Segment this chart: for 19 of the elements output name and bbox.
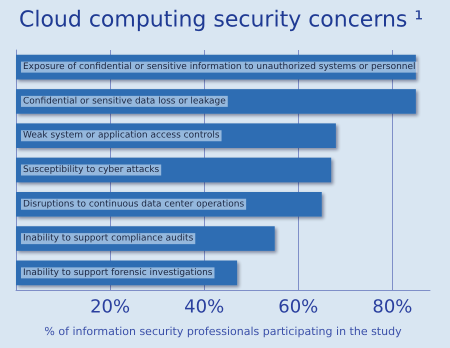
y-tick-label: Confidential or sensitive data loss or leakage — [23, 96, 226, 106]
x-axis-title: % of information security professionals participating in the study — [44, 325, 402, 338]
x-tick-label: 80% — [372, 296, 412, 318]
x-tick-label: 20% — [90, 296, 130, 318]
y-tick-label: Exposure of confidential or sensitive information to unauthorized systems or personnel — [23, 62, 416, 72]
y-tick-label: Disruptions to continuous data center operations — [23, 199, 244, 210]
bar — [16, 89, 416, 114]
bar — [16, 158, 332, 182]
bar — [16, 226, 275, 251]
bar — [16, 260, 238, 286]
x-tick-label: 40% — [184, 296, 224, 318]
y-tick-label: Weak system or application access controls — [23, 130, 220, 141]
chart-title: Cloud computing security concerns ¹ — [19, 8, 424, 32]
y-tick-label: Inability to support compliance audits — [23, 234, 194, 244]
y-tick-label: Susceptibility to cyber attacks — [23, 165, 160, 175]
bar — [16, 192, 322, 217]
y-tick-label: Inability to support forensic investigations — [23, 268, 213, 278]
bar — [16, 123, 336, 148]
x-tick-label: 60% — [278, 296, 318, 318]
